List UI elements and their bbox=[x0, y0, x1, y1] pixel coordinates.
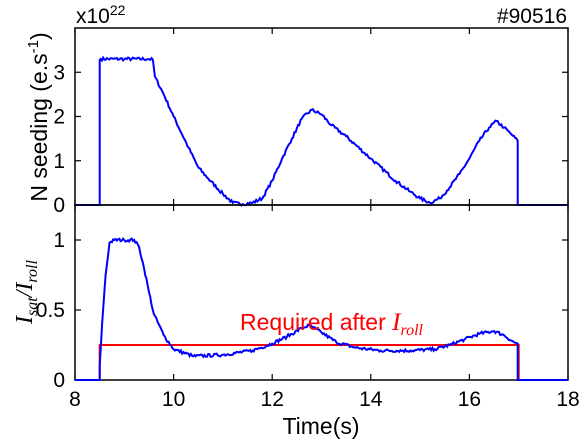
multiplier-label: x1022 bbox=[76, 2, 126, 28]
top-ylabel-exponent: -1 bbox=[25, 40, 42, 53]
x-axis-label: Time(s) bbox=[282, 413, 359, 439]
x-tick-label: 12 bbox=[261, 388, 284, 411]
top-y-axis-label: N seeding (e.s-1) bbox=[25, 32, 52, 201]
annotation-text: Required after bbox=[240, 309, 392, 335]
top-y-tick-label: 0 bbox=[53, 194, 65, 217]
ylabel-slash: / bbox=[12, 288, 38, 299]
top-y-tick-label: 2 bbox=[53, 106, 65, 129]
bottom-plot-frame bbox=[74, 204, 569, 381]
top-y-tick-label: 3 bbox=[53, 61, 65, 84]
top-panel: 0 1 2 3 x1022 #90516 N seeding (e.s-1) bbox=[25, 2, 569, 217]
x-tick-label: 8 bbox=[69, 388, 81, 411]
x-tick-label: 10 bbox=[162, 388, 185, 411]
top-ylabel-close: ) bbox=[26, 32, 52, 40]
bottom-y-tick-label: 0.5 bbox=[36, 299, 65, 322]
bottom-y-tick-label: 1 bbox=[53, 229, 65, 252]
shot-number: #90516 bbox=[497, 5, 567, 28]
ylabel-sub1: sat bbox=[24, 297, 41, 316]
bottom-y-tick-label: 0 bbox=[53, 369, 65, 392]
top-plot-frame bbox=[74, 27, 569, 206]
isat-ratio-line bbox=[75, 237, 568, 381]
annotation-italic: I bbox=[391, 309, 402, 336]
ylabel-i2: I bbox=[12, 282, 38, 292]
multiplier-base: x10 bbox=[76, 5, 110, 28]
ylabel-sub2: roll bbox=[24, 260, 41, 283]
required-threshold-line bbox=[75, 344, 568, 381]
top-ylabel-main: N seeding (e.s bbox=[26, 53, 52, 201]
multiplier-exponent: 22 bbox=[110, 2, 126, 18]
top-y-tick-label: 1 bbox=[53, 150, 65, 173]
x-tick-label: 18 bbox=[556, 388, 579, 411]
bottom-panel: 00.518 10 12 14 16 18 Required after Iroll Is… bbox=[12, 204, 580, 439]
ylabel-i1: I bbox=[12, 315, 38, 325]
n-seeding-line bbox=[75, 55, 568, 207]
annotation-sub: roll bbox=[400, 322, 423, 339]
x-tick-label: 16 bbox=[458, 388, 481, 411]
x-tick-label: 14 bbox=[359, 388, 383, 411]
threshold-annotation: Required after Iroll bbox=[240, 309, 424, 339]
bottom-y-axis-label: Isat/Iroll bbox=[12, 260, 41, 325]
